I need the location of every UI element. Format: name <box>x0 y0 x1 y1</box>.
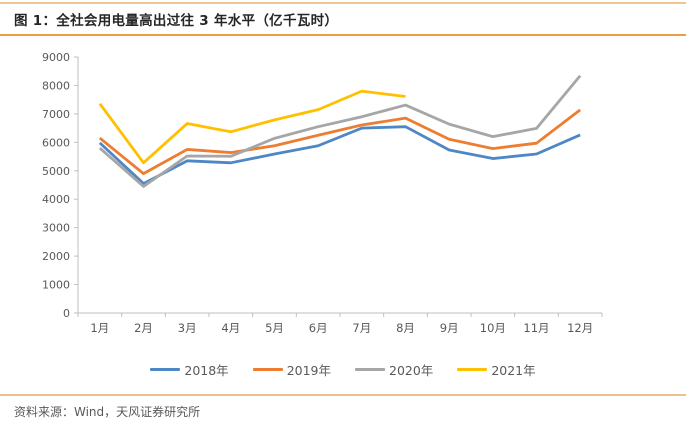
line-chart-area: 0 1000 2000 3000 4000 5000 6000 7000 8000 9000 1月 2… <box>0 40 686 355</box>
y-axis-label: 0 <box>63 307 70 320</box>
x-axis-label: 9月 <box>440 321 459 335</box>
source-note: 资料来源：Wind，天风证券研究所 <box>14 405 201 419</box>
legend-item-2020: 2020年 <box>355 360 433 379</box>
legend-swatch-2019 <box>252 367 283 371</box>
x-axis-label: 4月 <box>221 321 240 335</box>
legend-swatch-2021 <box>457 367 488 371</box>
x-axis-label: 7月 <box>352 321 371 335</box>
y-axis-label: 3000 <box>42 222 70 235</box>
chart-legend: 2018年 2019年 2020年 2021年 <box>0 358 686 380</box>
y-axis-label: 7000 <box>42 108 70 121</box>
legend-item-2019: 2019年 <box>252 360 331 379</box>
legend-swatch-2018 <box>150 367 181 371</box>
x-axis-label: 5月 <box>265 321 284 335</box>
x-axis-label: 6月 <box>309 321 328 335</box>
x-axis-label: 2月 <box>134 321 153 335</box>
figure-title: 图 1：全社会用电量高出过往 3 年水平（亿千瓦时） <box>14 13 339 29</box>
legend-item-2018: 2018年 <box>150 360 229 379</box>
top-divider <box>0 2 686 4</box>
legend-label-2018: 2018年 <box>184 362 229 378</box>
x-axis-label: 8月 <box>396 321 415 335</box>
legend-label-2020: 2020年 <box>389 362 434 378</box>
legend-item-2021: 2021年 <box>457 360 536 379</box>
footer-divider <box>0 394 686 396</box>
y-axis-label: 4000 <box>42 193 70 206</box>
y-axis-label: 8000 <box>42 79 70 92</box>
line-chart: 0 1000 2000 3000 4000 5000 6000 7000 8000 9000 1月 2… <box>42 51 603 335</box>
x-axis-label: 3月 <box>178 321 197 335</box>
series-line-2021 <box>98 89 406 165</box>
x-axis-label: 11月 <box>523 321 549 335</box>
y-axis-label: 9000 <box>42 51 70 64</box>
y-axis-label: 2000 <box>42 250 70 263</box>
x-axis-label: 12月 <box>567 321 593 335</box>
legend-label-2021: 2021年 <box>491 362 536 378</box>
x-axis-label: 10月 <box>480 321 506 335</box>
title-divider <box>0 34 686 36</box>
legend-label-2019: 2019年 <box>286 362 331 378</box>
x-axis-label: 1月 <box>90 321 109 335</box>
series-line-2018 <box>98 125 581 185</box>
y-axis-label: 1000 <box>42 279 70 292</box>
y-axis-label: 5000 <box>42 165 70 178</box>
y-axis-label: 6000 <box>42 136 70 149</box>
legend-swatch-2020 <box>355 367 385 371</box>
series-line-2019 <box>98 108 582 176</box>
series-line-2020 <box>98 74 582 188</box>
